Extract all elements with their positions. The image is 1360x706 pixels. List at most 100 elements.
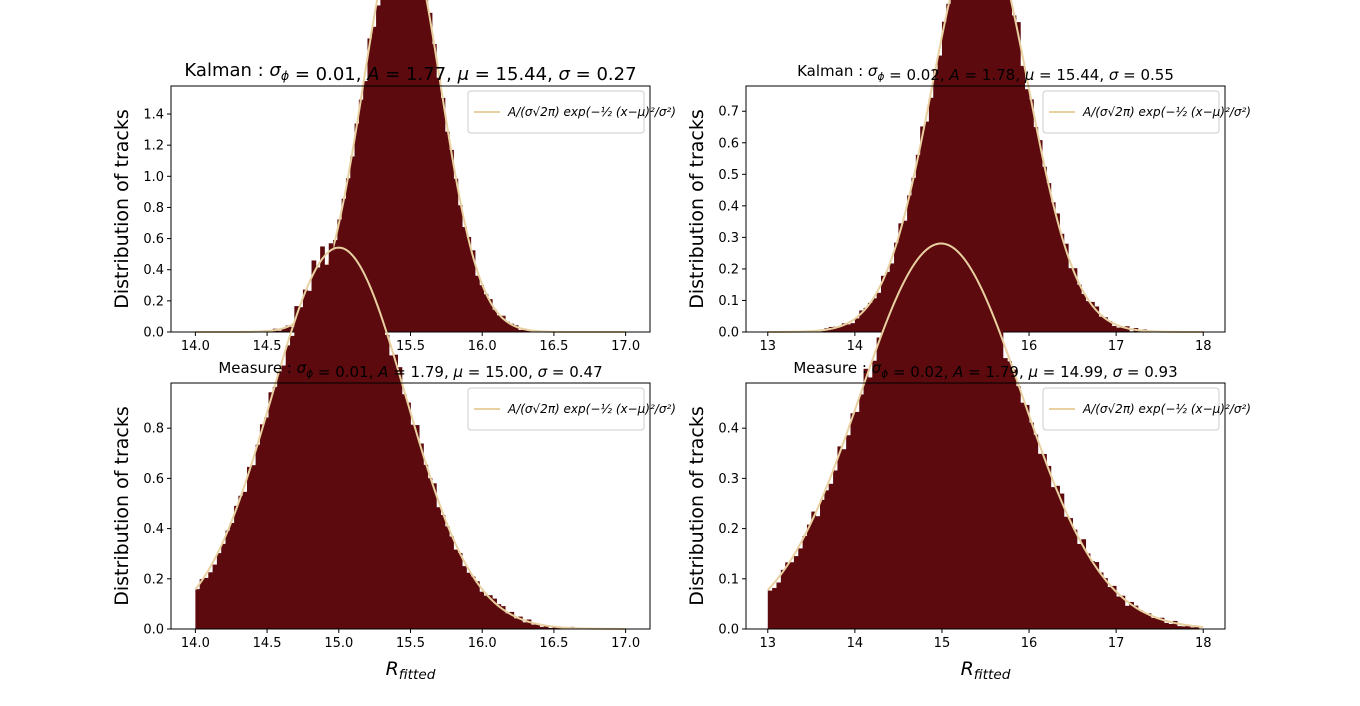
histogram-bar	[436, 77, 442, 332]
histogram-bar	[367, 289, 373, 629]
histogram-bar	[487, 595, 493, 629]
subplot-4: 13 14 15 16 17 18 0.0 0.1 0.2 0.3 0.4 Measure : σϕ …	[686, 239, 1251, 683]
histogram-bar	[281, 328, 287, 332]
histogram-bar	[466, 236, 472, 332]
x-tick-label: 15	[934, 636, 951, 651]
y-tick-label: 0.1	[718, 294, 739, 309]
histogram-bar	[950, 254, 956, 629]
x-tick-label: 14.0	[181, 636, 210, 651]
y-tick-label: 0.2	[143, 572, 164, 587]
gaussian-fit-line	[767, 0, 1204, 333]
histogram-bar	[880, 275, 886, 332]
histogram-bar	[419, 443, 424, 629]
histogram-bar	[998, 0, 1004, 332]
histogram-bar	[1037, 453, 1043, 629]
y-axis-label: Distribution of tracks	[686, 109, 708, 309]
histogram-bar	[1090, 301, 1095, 332]
histogram-bar	[1050, 202, 1056, 332]
histogram-bar	[1116, 596, 1121, 629]
histogram-bar	[238, 495, 244, 629]
histogram-bar	[251, 465, 257, 629]
y-tick-label: 0.8	[143, 201, 164, 216]
histogram-bar	[401, 0, 407, 333]
histogram-bar	[1024, 89, 1030, 332]
histogram-bar	[350, 156, 355, 332]
histogram-bar	[376, 312, 381, 629]
histogram-bar	[1159, 617, 1165, 629]
histogram-bar	[376, 5, 381, 333]
histogram-bar	[294, 306, 300, 629]
histogram-bar	[453, 178, 459, 332]
histogram-bar	[946, 3, 952, 332]
histogram-bar	[277, 371, 282, 629]
legend: A/(σ√2π) exp(−½ (x−μ)²/σ²)	[1042, 90, 1251, 134]
histogram-bar	[1002, 358, 1008, 629]
legend: A/(σ√2π) exp(−½ (x−μ)²/σ²)	[467, 90, 676, 134]
histogram-bar	[298, 307, 304, 629]
histogram-bar	[462, 566, 467, 629]
histogram-bar	[315, 267, 321, 629]
histogram-bar	[337, 239, 343, 629]
histogram-bar	[496, 315, 502, 332]
histogram-bar	[911, 264, 917, 629]
y-tick-label: 0.0	[718, 623, 739, 638]
y-tick-label: 0.0	[143, 326, 164, 341]
histogram-bar	[302, 289, 308, 629]
histogram-bar	[234, 505, 239, 629]
histogram-bar	[1011, 369, 1017, 629]
histogram-bar	[470, 576, 476, 629]
histogram-bar	[414, 0, 420, 333]
y-tick-label: 0.4	[143, 522, 164, 537]
histogram-bar	[354, 123, 360, 332]
histogram-bar	[513, 325, 519, 332]
histogram-bar	[393, 354, 398, 629]
histogram-bar	[526, 330, 532, 332]
x-tick-label: 15.5	[396, 339, 425, 354]
histogram-bar	[1046, 183, 1052, 332]
histogram-bar	[872, 298, 878, 332]
histogram-bar	[1146, 613, 1152, 629]
histogram-bar	[1107, 321, 1113, 332]
histogram-bar	[440, 97, 446, 333]
histogram-bar	[384, 0, 390, 332]
histogram-bar	[470, 250, 476, 332]
histogram-bar	[894, 288, 899, 629]
histogram-bar	[1085, 301, 1091, 332]
histogram-bar	[522, 328, 528, 332]
histogram-bar	[1024, 404, 1030, 629]
histogram-bar	[859, 310, 864, 332]
histogram-bar	[212, 564, 218, 629]
histogram-bar	[1033, 127, 1039, 332]
histogram-bar	[1133, 605, 1139, 629]
histogram-bar	[1142, 612, 1148, 629]
x-tick-label: 17	[1108, 636, 1125, 651]
histogram-bar	[444, 131, 450, 332]
subplot-title: Kalman : σϕ = 0.01, A = 1.77, μ = 15.44,…	[184, 60, 636, 85]
histogram-bar	[1185, 625, 1191, 629]
y-axis-label: Distribution of tracks	[111, 109, 133, 309]
histogram-bar	[543, 625, 549, 629]
histogram-bar	[863, 307, 869, 332]
histogram-bar	[968, 0, 973, 333]
histogram-bar	[963, 0, 969, 332]
histogram-bar	[972, 268, 978, 629]
histogram-bar	[1046, 465, 1052, 629]
histogram-bar	[785, 562, 790, 629]
histogram-bar	[1164, 622, 1169, 629]
x-tick-label: 18	[1195, 339, 1212, 354]
histogram-bar	[1120, 326, 1126, 332]
y-tick-label: 0.6	[718, 136, 739, 151]
histogram-bar	[933, 69, 938, 333]
histogram-bar	[242, 491, 248, 629]
histogram-bar	[328, 243, 334, 630]
histogram-bar	[1068, 268, 1073, 332]
histogram-bar	[941, 256, 947, 629]
histogram-bar	[920, 252, 925, 630]
y-axis-label: Distribution of tracks	[111, 406, 133, 606]
histogram-bar	[535, 623, 540, 629]
histogram-bar	[457, 552, 463, 629]
histogram-bar	[406, 0, 411, 332]
histogram-bar	[264, 417, 269, 629]
histogram-bar	[937, 55, 943, 332]
histogram-bar	[959, 267, 965, 629]
